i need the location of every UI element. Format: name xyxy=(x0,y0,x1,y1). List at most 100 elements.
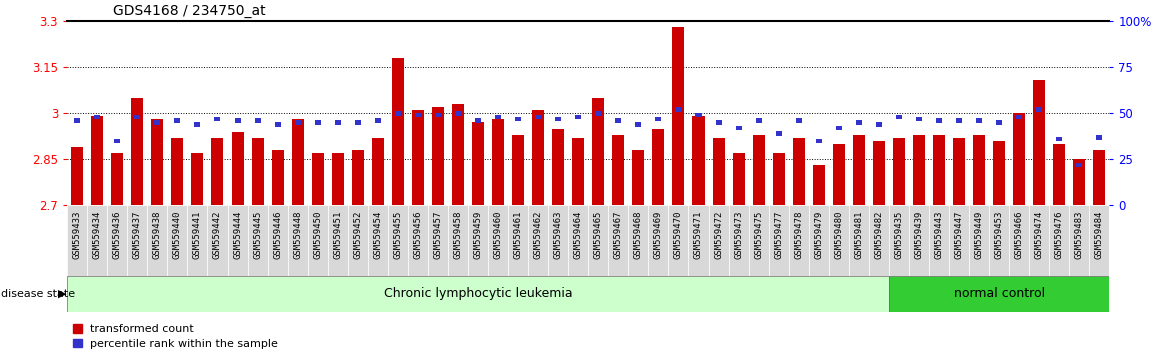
Bar xyxy=(452,104,464,205)
Bar xyxy=(227,205,248,276)
Bar xyxy=(287,205,308,276)
Bar xyxy=(375,118,381,123)
Text: GSM559438: GSM559438 xyxy=(153,211,162,259)
Bar xyxy=(214,116,220,121)
Text: GSM559461: GSM559461 xyxy=(514,211,522,259)
Bar xyxy=(1049,205,1069,276)
Text: GSM559453: GSM559453 xyxy=(995,211,1004,259)
Bar xyxy=(248,205,267,276)
Bar xyxy=(833,144,845,205)
Bar xyxy=(1090,205,1109,276)
Bar xyxy=(255,118,261,123)
Bar xyxy=(71,147,83,205)
Bar xyxy=(352,150,364,205)
Bar xyxy=(512,135,525,205)
Bar xyxy=(492,119,504,205)
Text: GSM559444: GSM559444 xyxy=(233,211,242,259)
Bar xyxy=(475,118,481,123)
Bar xyxy=(94,115,101,119)
Bar xyxy=(849,205,868,276)
Bar xyxy=(808,205,829,276)
Bar xyxy=(87,205,108,276)
Bar xyxy=(195,122,200,127)
Text: GSM559456: GSM559456 xyxy=(413,211,423,259)
Bar xyxy=(67,205,87,276)
Bar xyxy=(652,129,665,205)
Bar xyxy=(696,113,702,118)
Bar xyxy=(957,118,962,123)
Bar xyxy=(267,205,287,276)
Text: GSM559475: GSM559475 xyxy=(754,211,763,259)
Bar xyxy=(528,205,548,276)
Bar xyxy=(331,153,344,205)
Bar xyxy=(868,205,889,276)
Bar xyxy=(508,205,528,276)
Text: GSM559458: GSM559458 xyxy=(454,211,462,259)
Text: GSM559460: GSM559460 xyxy=(493,211,503,259)
Bar xyxy=(496,115,501,119)
Bar xyxy=(388,205,408,276)
Bar xyxy=(395,111,401,115)
Bar xyxy=(328,205,347,276)
Bar xyxy=(852,135,865,205)
Bar xyxy=(1013,113,1025,205)
Bar xyxy=(432,107,444,205)
Bar xyxy=(769,205,789,276)
Bar xyxy=(716,120,721,125)
Text: GSM559433: GSM559433 xyxy=(73,211,82,259)
Bar xyxy=(1093,150,1106,205)
Bar xyxy=(1009,205,1029,276)
Bar xyxy=(889,276,1120,312)
Text: ▶: ▶ xyxy=(58,289,66,299)
Bar xyxy=(535,115,541,119)
Bar xyxy=(1073,159,1085,205)
Bar xyxy=(629,205,648,276)
Text: GSM559477: GSM559477 xyxy=(775,211,783,259)
Bar xyxy=(753,135,764,205)
Text: GSM559451: GSM559451 xyxy=(334,211,343,259)
Bar xyxy=(592,98,604,205)
Text: GSM559462: GSM559462 xyxy=(534,211,543,259)
Bar xyxy=(655,116,661,121)
Bar xyxy=(815,138,822,143)
Bar xyxy=(608,205,629,276)
Text: GSM559470: GSM559470 xyxy=(674,211,683,259)
Bar xyxy=(636,122,642,127)
Bar xyxy=(1076,162,1083,167)
Bar xyxy=(251,138,264,205)
Bar xyxy=(613,135,624,205)
Bar xyxy=(893,138,904,205)
Bar xyxy=(232,132,243,205)
Legend: transformed count, percentile rank within the sample: transformed count, percentile rank withi… xyxy=(73,324,278,349)
Bar xyxy=(435,113,441,118)
Text: GSM559452: GSM559452 xyxy=(353,211,362,259)
Text: GSM559447: GSM559447 xyxy=(954,211,963,259)
Bar xyxy=(989,205,1009,276)
Bar xyxy=(91,116,103,205)
Bar xyxy=(936,118,941,123)
Bar xyxy=(692,116,704,205)
Bar xyxy=(272,150,284,205)
Bar xyxy=(408,205,428,276)
Bar xyxy=(175,118,181,123)
Bar xyxy=(412,110,424,205)
Bar xyxy=(191,153,204,205)
Bar xyxy=(292,119,303,205)
Bar xyxy=(552,129,564,205)
Bar xyxy=(909,205,929,276)
Bar xyxy=(1056,137,1062,141)
Text: GSM559474: GSM559474 xyxy=(1035,211,1043,259)
Bar xyxy=(709,205,728,276)
Bar xyxy=(728,205,748,276)
Bar xyxy=(212,138,223,205)
Text: GSM559455: GSM559455 xyxy=(394,211,402,259)
Bar xyxy=(448,205,468,276)
Text: GSM559468: GSM559468 xyxy=(633,211,643,259)
Bar xyxy=(347,205,368,276)
Bar xyxy=(488,205,508,276)
Bar xyxy=(108,205,127,276)
Text: normal control: normal control xyxy=(953,287,1045,300)
Bar xyxy=(428,205,448,276)
Text: Chronic lymphocytic leukemia: Chronic lymphocytic leukemia xyxy=(383,287,572,300)
Text: GSM559454: GSM559454 xyxy=(373,211,382,259)
